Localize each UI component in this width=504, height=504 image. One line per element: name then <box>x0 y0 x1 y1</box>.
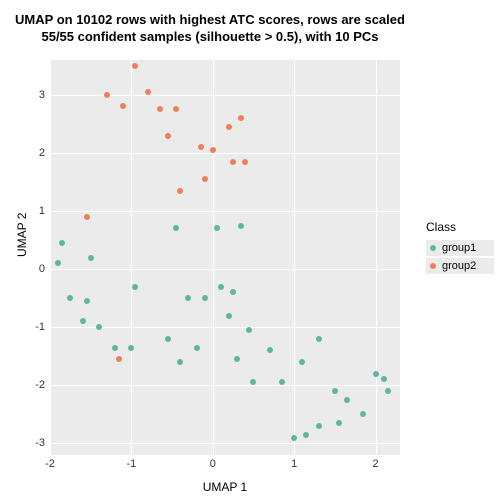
scatter-point <box>299 359 305 365</box>
scatter-point <box>238 223 244 229</box>
scatter-point <box>385 388 391 394</box>
scatter-point <box>214 225 220 231</box>
scatter-point <box>226 313 232 319</box>
gridline-h <box>50 269 400 270</box>
gridline-h <box>50 327 400 328</box>
scatter-point <box>194 345 200 351</box>
scatter-point <box>242 159 248 165</box>
y-axis-label: UMAP 2 <box>15 213 29 257</box>
scatter-point <box>112 345 118 351</box>
x-tick-label: -1 <box>127 458 137 470</box>
scatter-point <box>157 106 163 112</box>
y-tick-label: -1 <box>15 321 45 333</box>
scatter-point <box>55 260 61 266</box>
scatter-point <box>316 336 322 342</box>
scatter-point <box>132 284 138 290</box>
x-tick-label: -2 <box>45 458 55 470</box>
scatter-point <box>202 176 208 182</box>
scatter-point <box>104 92 110 98</box>
x-tick-label: 2 <box>373 458 379 470</box>
scatter-point <box>344 397 350 403</box>
gridline-h <box>50 211 400 212</box>
gridline-h <box>50 443 400 444</box>
scatter-point <box>360 411 366 417</box>
plot-panel <box>50 60 400 455</box>
scatter-point <box>59 240 65 246</box>
scatter-point <box>177 359 183 365</box>
scatter-point <box>84 214 90 220</box>
legend-swatch <box>430 263 436 269</box>
scatter-point <box>238 115 244 121</box>
scatter-point <box>332 388 338 394</box>
scatter-point <box>165 133 171 139</box>
legend-title: Class <box>426 220 494 234</box>
scatter-point <box>336 420 342 426</box>
scatter-point <box>177 188 183 194</box>
scatter-point <box>267 347 273 353</box>
scatter-point <box>279 379 285 385</box>
scatter-point <box>173 225 179 231</box>
scatter-point <box>226 124 232 130</box>
scatter-point <box>128 345 134 351</box>
scatter-point <box>165 336 171 342</box>
x-tick-label: 1 <box>291 458 297 470</box>
scatter-point <box>173 106 179 112</box>
scatter-point <box>210 147 216 153</box>
scatter-point <box>88 255 94 261</box>
legend: Class group1 group2 <box>426 220 494 276</box>
scatter-point <box>373 371 379 377</box>
scatter-point <box>291 435 297 441</box>
legend-item: group2 <box>426 258 494 274</box>
title-line-2: 55/55 confident samples (silhouette > 0.… <box>41 29 378 44</box>
legend-label: group1 <box>442 242 476 254</box>
title-line-1: UMAP on 10102 rows with highest ATC scor… <box>15 12 405 27</box>
gridline-h <box>50 95 400 96</box>
y-tick-label: 2 <box>15 147 45 159</box>
x-tick-label: 0 <box>210 458 216 470</box>
y-tick-label: 3 <box>15 89 45 101</box>
chart-title: UMAP on 10102 rows with highest ATC scor… <box>0 12 420 46</box>
scatter-point <box>230 289 236 295</box>
scatter-point <box>96 324 102 330</box>
legend-swatch <box>430 245 436 251</box>
scatter-point <box>120 103 126 109</box>
scatter-point <box>116 356 122 362</box>
scatter-point <box>185 295 191 301</box>
gridline-v <box>376 60 377 455</box>
scatter-point <box>303 432 309 438</box>
gridline-h <box>50 385 400 386</box>
scatter-point <box>80 318 86 324</box>
scatter-point <box>250 379 256 385</box>
scatter-point <box>202 295 208 301</box>
scatter-point <box>316 423 322 429</box>
y-tick-label: -2 <box>15 379 45 391</box>
scatter-point <box>234 356 240 362</box>
chart-container: UMAP on 10102 rows with highest ATC scor… <box>0 0 504 504</box>
scatter-point <box>246 327 252 333</box>
gridline-v <box>213 60 214 455</box>
legend-label: group2 <box>442 260 476 272</box>
x-axis-label: UMAP 1 <box>50 480 400 494</box>
gridline-v <box>294 60 295 455</box>
gridline-v <box>131 60 132 455</box>
scatter-point <box>84 298 90 304</box>
y-tick-label: 0 <box>15 263 45 275</box>
scatter-point <box>381 376 387 382</box>
scatter-point <box>218 284 224 290</box>
scatter-point <box>198 144 204 150</box>
gridline-v <box>50 60 51 455</box>
scatter-point <box>67 295 73 301</box>
scatter-point <box>132 63 138 69</box>
scatter-point <box>145 89 151 95</box>
y-tick-label: -3 <box>15 437 45 449</box>
scatter-point <box>230 159 236 165</box>
gridline-h <box>50 153 400 154</box>
legend-item: group1 <box>426 240 494 256</box>
